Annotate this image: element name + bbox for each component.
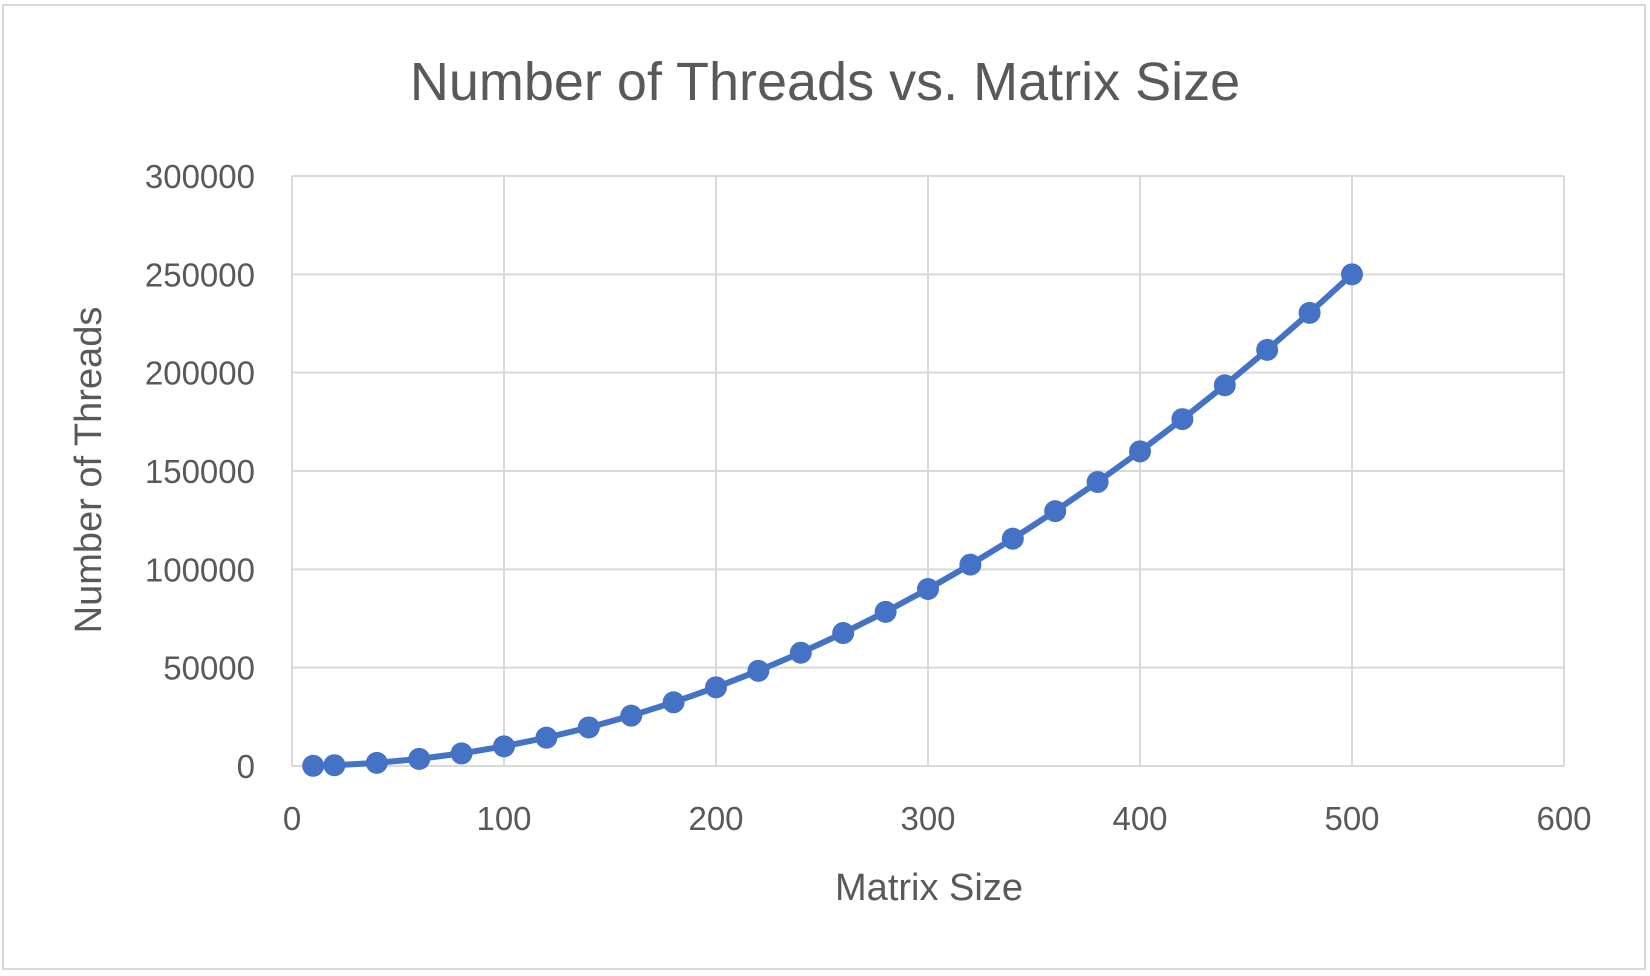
data-point	[1129, 440, 1151, 463]
data-point	[365, 751, 388, 774]
data-point	[832, 622, 855, 645]
data-point	[1298, 301, 1321, 324]
x-tick-label: 100	[476, 800, 531, 837]
x-tick-label: 0	[283, 800, 301, 837]
data-point	[1001, 527, 1024, 550]
data-point	[1171, 408, 1194, 431]
x-axis-title: Matrix Size	[835, 867, 1023, 909]
data-point	[620, 704, 643, 727]
y-axis-ticks: 0 50000 100000 150000 200000 250000 300000	[145, 158, 255, 785]
data-point	[450, 742, 473, 765]
x-tick-label: 300	[900, 800, 955, 837]
x-tick-label: 600	[1536, 800, 1591, 837]
y-tick-label: 150000	[145, 453, 255, 490]
data-point	[493, 735, 515, 758]
y-tick-label: 50000	[163, 650, 255, 687]
data-point	[577, 716, 600, 739]
chart-frame	[2, 4, 1646, 970]
chart-title: Number of Threads vs. Matrix Size	[410, 52, 1240, 112]
data-point	[662, 691, 685, 714]
data-point	[789, 641, 812, 664]
x-axis-ticks: 0 100 200 300 400 500 600	[283, 800, 1592, 837]
series-line	[313, 272, 1355, 769]
y-axis-title: Number of Threads	[68, 307, 110, 634]
x-tick-label: 200	[688, 800, 743, 837]
data-point	[535, 726, 558, 749]
y-tick-label: 300000	[145, 158, 255, 195]
data-point	[1044, 500, 1067, 523]
data-point	[408, 747, 431, 770]
data-point	[1086, 471, 1109, 494]
y-tick-label: 250000	[145, 256, 255, 293]
data-series	[302, 263, 1363, 777]
gridlines	[291, 175, 1565, 767]
data-point	[705, 676, 727, 699]
x-tick-label: 400	[1112, 800, 1167, 837]
y-tick-label: 0	[237, 748, 255, 785]
data-point	[323, 754, 346, 777]
data-point	[302, 754, 325, 777]
data-point	[959, 553, 982, 576]
data-point	[747, 659, 770, 682]
y-tick-label: 100000	[145, 551, 255, 588]
data-point	[917, 578, 939, 600]
x-tick-label: 500	[1324, 800, 1379, 837]
data-point	[1213, 374, 1236, 397]
data-point	[874, 600, 897, 623]
data-point	[1341, 263, 1363, 286]
data-point	[1256, 338, 1279, 361]
y-tick-label: 200000	[145, 355, 255, 392]
